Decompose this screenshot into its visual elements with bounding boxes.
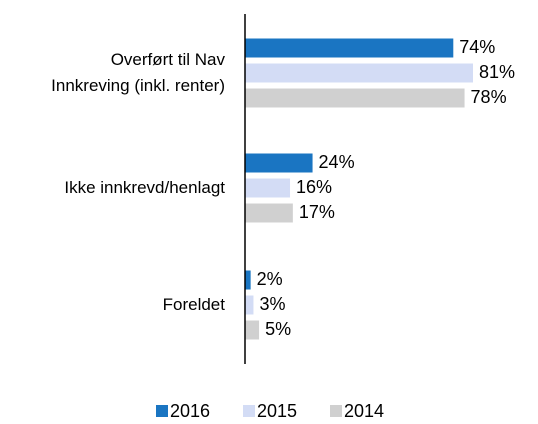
bar — [245, 63, 473, 83]
category-label: Ikke innkrevd/henlagt — [64, 178, 225, 197]
bar — [245, 178, 291, 198]
value-label: 24% — [319, 152, 355, 172]
legend-swatch — [156, 405, 168, 417]
value-label: 5% — [265, 319, 291, 339]
bar — [245, 38, 454, 58]
value-label: 78% — [471, 87, 507, 107]
legend-label: 2016 — [170, 401, 210, 421]
value-label: 81% — [479, 62, 515, 82]
bar — [245, 88, 465, 108]
legend-label: 2014 — [344, 401, 384, 421]
bar — [245, 153, 313, 173]
bar — [245, 203, 293, 223]
value-label: 3% — [259, 294, 285, 314]
legend-swatch — [330, 405, 342, 417]
legend-label: 2015 — [257, 401, 297, 421]
category-label: Foreldet — [162, 295, 225, 314]
bar — [245, 320, 260, 340]
category-label: Overført til Nav Innkreving (inkl. rente… — [51, 50, 225, 95]
value-label: 17% — [299, 202, 335, 222]
bar — [245, 295, 254, 315]
legend-swatch — [243, 405, 255, 417]
value-label: 74% — [459, 37, 495, 57]
value-label: 2% — [257, 269, 283, 289]
value-label: 16% — [296, 177, 332, 197]
bar — [245, 270, 251, 290]
